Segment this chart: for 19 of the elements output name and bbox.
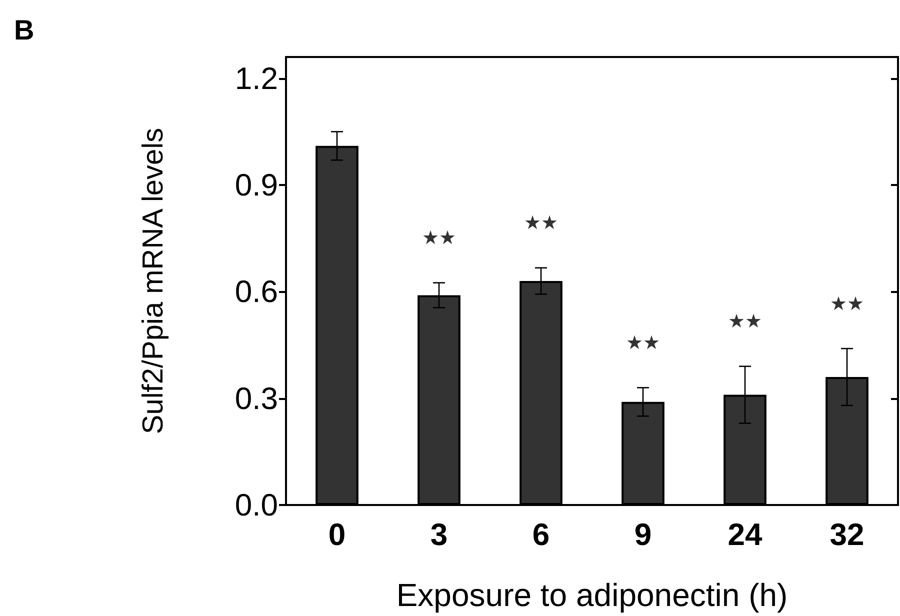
x-tick-label: 32 — [830, 517, 864, 552]
text: B — [14, 14, 34, 46]
y-tick-label: 0.0 — [234, 488, 278, 522]
annotation: ★★ — [524, 212, 558, 234]
y-tick-label: 1.2 — [234, 60, 278, 96]
x-tick-label: 3 — [430, 517, 448, 552]
y-tick-label: 0.3 — [234, 380, 278, 416]
y-tick-label: 0.9 — [234, 168, 278, 202]
x-tick-label: 6 — [532, 517, 550, 552]
x-tick-label: 0 — [328, 517, 346, 552]
annotation: ★★ — [830, 292, 864, 315]
x-tick-label: 9 — [634, 517, 652, 552]
x-axis-title: Exposure to adiponectin (h) — [396, 577, 788, 613]
y-axis-title: Sulf2/Ppia mRNA levels — [138, 128, 170, 434]
annotation: ★★ — [422, 226, 456, 249]
annotation: ★★ — [626, 332, 660, 354]
y-tick-label: 0.6 — [234, 274, 278, 310]
annotation: ★★ — [728, 310, 762, 333]
x-tick-label: 24 — [728, 517, 763, 552]
